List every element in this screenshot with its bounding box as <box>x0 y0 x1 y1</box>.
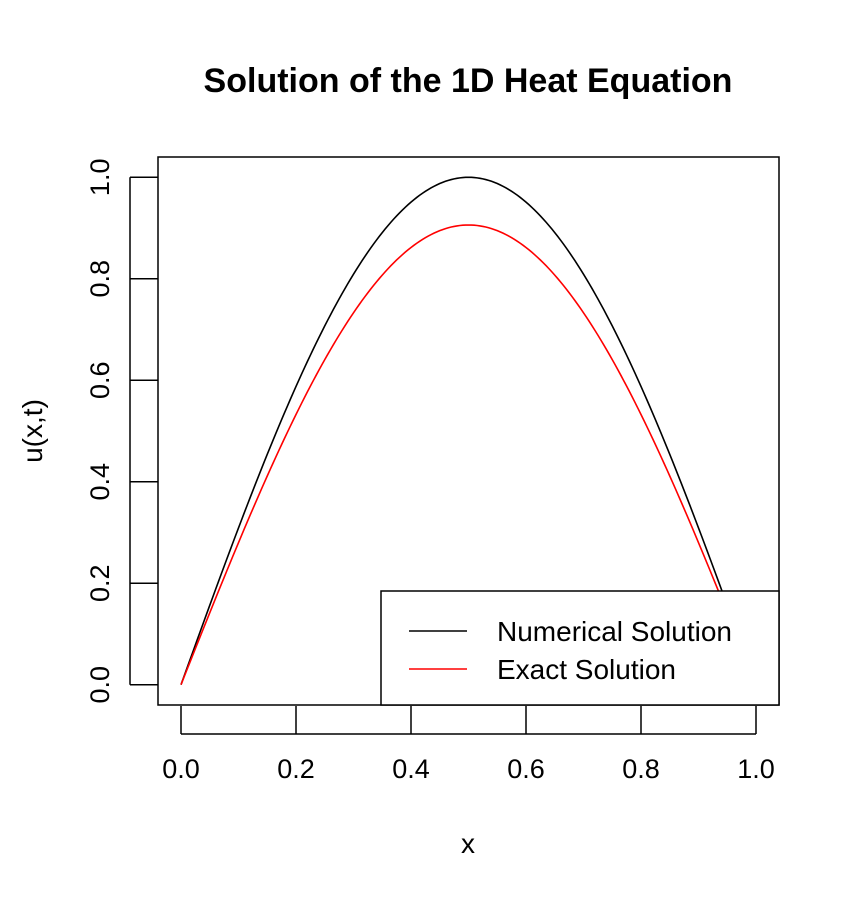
y-tick-label: 0.2 <box>85 564 115 602</box>
chart-title: Solution of the 1D Heat Equation <box>204 62 733 100</box>
series-line-exact <box>180 224 757 685</box>
legend: Numerical Solution Exact Solution <box>380 590 780 706</box>
x-tick-label: 0.0 <box>162 754 200 784</box>
series-line-numerical <box>180 176 757 685</box>
legend-box <box>380 590 780 706</box>
x-tick-label: 0.4 <box>392 754 430 784</box>
x-axis-label: x <box>461 828 475 859</box>
legend-label-exact: Exact Solution <box>497 654 676 685</box>
y-axis-label: u(x,t) <box>17 399 48 463</box>
x-tick-label: 1.0 <box>737 754 775 784</box>
y-tick-label: 0.6 <box>85 361 115 399</box>
x-tick-label: 0.2 <box>277 754 315 784</box>
x-tick-label: 0.6 <box>507 754 545 784</box>
y-axis: 0.0 0.2 0.4 0.6 0.8 1.0 <box>85 159 158 704</box>
x-axis: 0.0 0.2 0.4 0.6 0.8 1.0 <box>162 706 775 784</box>
x-tick-label: 0.8 <box>622 754 660 784</box>
y-tick-label: 0.4 <box>85 463 115 501</box>
legend-label-numerical: Numerical Solution <box>497 616 732 647</box>
y-tick-label: 0.8 <box>85 260 115 298</box>
y-tick-label: 1.0 <box>85 159 115 197</box>
y-tick-label: 0.0 <box>85 666 115 704</box>
